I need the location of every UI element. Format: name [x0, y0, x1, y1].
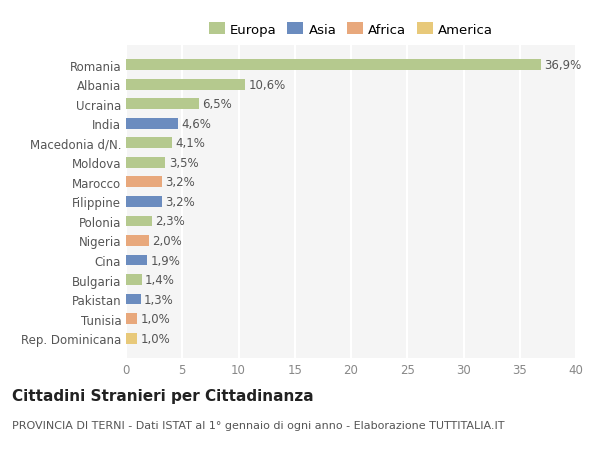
Text: 6,5%: 6,5% — [203, 98, 232, 111]
Text: 3,2%: 3,2% — [166, 176, 195, 189]
Bar — [126, 138, 172, 149]
Bar — [126, 216, 152, 227]
Text: PROVINCIA DI TERNI - Dati ISTAT al 1° gennaio di ogni anno - Elaborazione TUTTIT: PROVINCIA DI TERNI - Dati ISTAT al 1° ge… — [12, 420, 505, 430]
Text: 1,0%: 1,0% — [140, 332, 170, 345]
Text: 36,9%: 36,9% — [545, 59, 582, 72]
Bar — [126, 313, 137, 325]
Bar — [126, 333, 137, 344]
Text: 1,9%: 1,9% — [151, 254, 181, 267]
Bar — [126, 99, 199, 110]
Text: 2,3%: 2,3% — [155, 215, 185, 228]
Text: 2,0%: 2,0% — [152, 235, 182, 247]
Bar — [126, 157, 166, 168]
Bar — [126, 196, 162, 207]
Text: 1,4%: 1,4% — [145, 274, 175, 286]
Bar — [126, 79, 245, 90]
Text: 10,6%: 10,6% — [248, 78, 286, 91]
Text: 4,1%: 4,1% — [176, 137, 205, 150]
Bar — [126, 274, 142, 285]
Text: 4,6%: 4,6% — [181, 118, 211, 130]
Text: 3,5%: 3,5% — [169, 157, 199, 169]
Bar — [126, 235, 149, 246]
Text: 1,3%: 1,3% — [144, 293, 174, 306]
Bar — [126, 118, 178, 129]
Bar — [126, 255, 148, 266]
Text: 3,2%: 3,2% — [166, 196, 195, 208]
Bar — [126, 60, 541, 71]
Bar — [126, 294, 140, 305]
Bar — [126, 177, 162, 188]
Legend: Europa, Asia, Africa, America: Europa, Asia, Africa, America — [204, 18, 498, 42]
Text: Cittadini Stranieri per Cittadinanza: Cittadini Stranieri per Cittadinanza — [12, 388, 314, 403]
Text: 1,0%: 1,0% — [140, 313, 170, 325]
